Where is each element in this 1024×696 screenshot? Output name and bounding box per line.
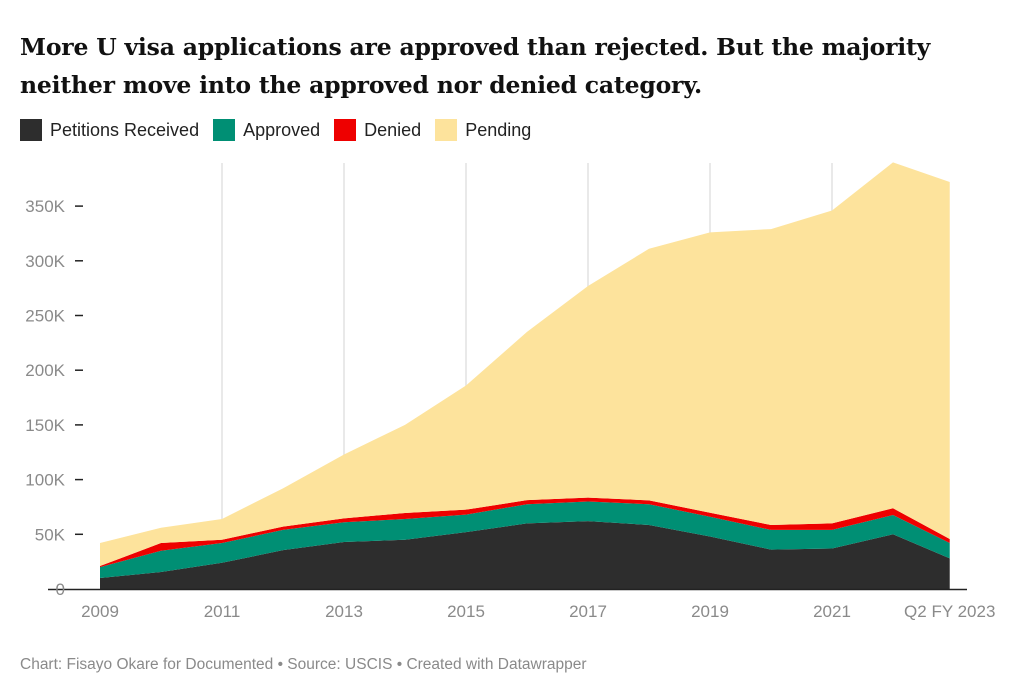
- x-tick-label: 2019: [691, 602, 729, 621]
- legend-item-petitions: Petitions Received: [20, 119, 199, 141]
- area-pending: [100, 162, 950, 567]
- y-tick-label: 200K: [25, 361, 65, 380]
- legend-label: Pending: [465, 119, 532, 140]
- area-approved: [100, 501, 950, 579]
- area-petitions-received: [100, 521, 950, 589]
- legend-label: Approved: [243, 119, 321, 140]
- x-tick-label: 2021: [813, 602, 851, 621]
- legend-label: Petitions Received: [50, 119, 200, 140]
- y-tick-label: 0: [56, 580, 65, 599]
- legend-label: Denied: [364, 119, 422, 140]
- legend-item-pending: Pending: [435, 119, 531, 141]
- y-tick-label: 350K: [25, 197, 65, 216]
- legend-swatch: [213, 119, 236, 141]
- x-tick-label: 2011: [204, 602, 241, 621]
- x-tick-label: Q2 FY 2023: [904, 602, 995, 621]
- chart-footer: Chart: Fisayo Okare for Documented • Sou…: [20, 656, 587, 673]
- x-tick-label: 2017: [569, 602, 607, 621]
- x-tick-label: 2009: [81, 602, 119, 621]
- y-tick-label: 300K: [25, 252, 65, 271]
- y-tick-label: 100K: [25, 471, 65, 490]
- y-tick-label: 250K: [25, 307, 65, 326]
- legend-item-approved: Approved: [213, 119, 320, 141]
- legend-swatch: [435, 119, 458, 141]
- legend-item-denied: Denied: [334, 119, 421, 141]
- y-tick-label: 50K: [35, 525, 66, 544]
- legend-swatch: [20, 119, 42, 141]
- x-tick-label: 2015: [447, 602, 485, 621]
- y-tick-label: 150K: [25, 416, 65, 435]
- x-tick-label: 2013: [325, 602, 363, 621]
- legend: Petitions Received Approved Denied Pendi…: [20, 119, 545, 141]
- chart-title: More U visa applications are approved th…: [20, 33, 931, 99]
- area-denied: [100, 497, 950, 568]
- legend-swatch: [334, 119, 357, 141]
